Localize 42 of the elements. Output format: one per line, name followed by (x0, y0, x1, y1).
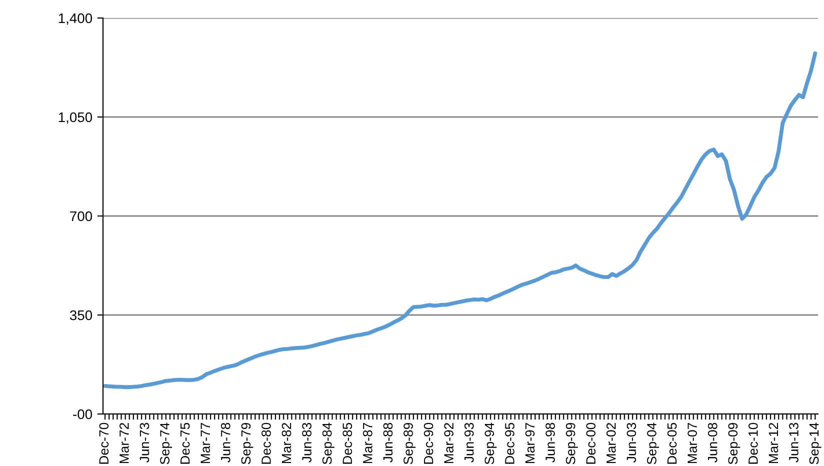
x-tick-label: Jun-88 (383, 422, 393, 462)
x-tick-label: Sep-74 (160, 422, 172, 464)
x-tick-label: Mar-77 (200, 422, 210, 464)
x-tick-label: Jun-13 (789, 422, 798, 462)
x-tick-label: Dec-00 (586, 422, 596, 464)
y-tick-label: 1,400 (58, 13, 92, 25)
y-tick-label: 350 (70, 310, 92, 320)
x-tick-label: Jun-93 (464, 422, 474, 462)
x-tick-label: Dec-90 (424, 422, 434, 464)
line-series (103, 51, 818, 390)
x-tick-label: Mar-72 (120, 422, 129, 464)
x-tick-label: Jun-08 (708, 422, 718, 462)
x-tick-label: Jun-83 (302, 422, 312, 462)
x-tick-label: Jun-98 (546, 422, 555, 462)
x-tick-label: Sep-99 (566, 422, 578, 464)
x-tick-label: Jun-03 (626, 422, 636, 462)
x-tick-label: Mar-12 (768, 422, 778, 464)
x-tick-label: Mar-02 (606, 422, 616, 464)
y-tick-label: -00 (73, 409, 92, 420)
x-tick-label: Mar-87 (362, 422, 372, 464)
x-tick-label: Sep-79 (241, 422, 254, 464)
x-tick-label: Sep-94 (484, 422, 497, 464)
x-tick-label: Sep-04 (647, 422, 659, 464)
y-tick-label: 700 (70, 211, 92, 222)
x-tick-label: Dec-75 (180, 422, 190, 464)
x-tick-label: Sep-89 (404, 422, 416, 464)
x-tick-label: Mar-97 (525, 422, 535, 464)
y-tick-label: 1,050 (58, 112, 92, 124)
x-tick-label: Dec-10 (748, 422, 758, 464)
x-tick-label: Sep-14 (809, 422, 822, 464)
x-tick-label: Dec-05 (667, 422, 677, 464)
x-tick-label: Jun-73 (140, 422, 150, 462)
x-tick-label: Sep-84 (322, 422, 334, 464)
x-tick-label: Dec-85 (342, 422, 352, 464)
x-tick-label: Sep-09 (728, 422, 740, 464)
x-tick-label: Dec-95 (505, 422, 514, 464)
x-tick-label: Mar-92 (444, 422, 454, 464)
x-tick-label: Dec-80 (262, 422, 271, 464)
x-tick-label: Jun-78 (220, 422, 230, 462)
x-tick-label: Mar-07 (688, 422, 697, 464)
x-tick-label: Dec-70 (99, 422, 109, 464)
x-tick-label: Mar-82 (282, 422, 292, 464)
